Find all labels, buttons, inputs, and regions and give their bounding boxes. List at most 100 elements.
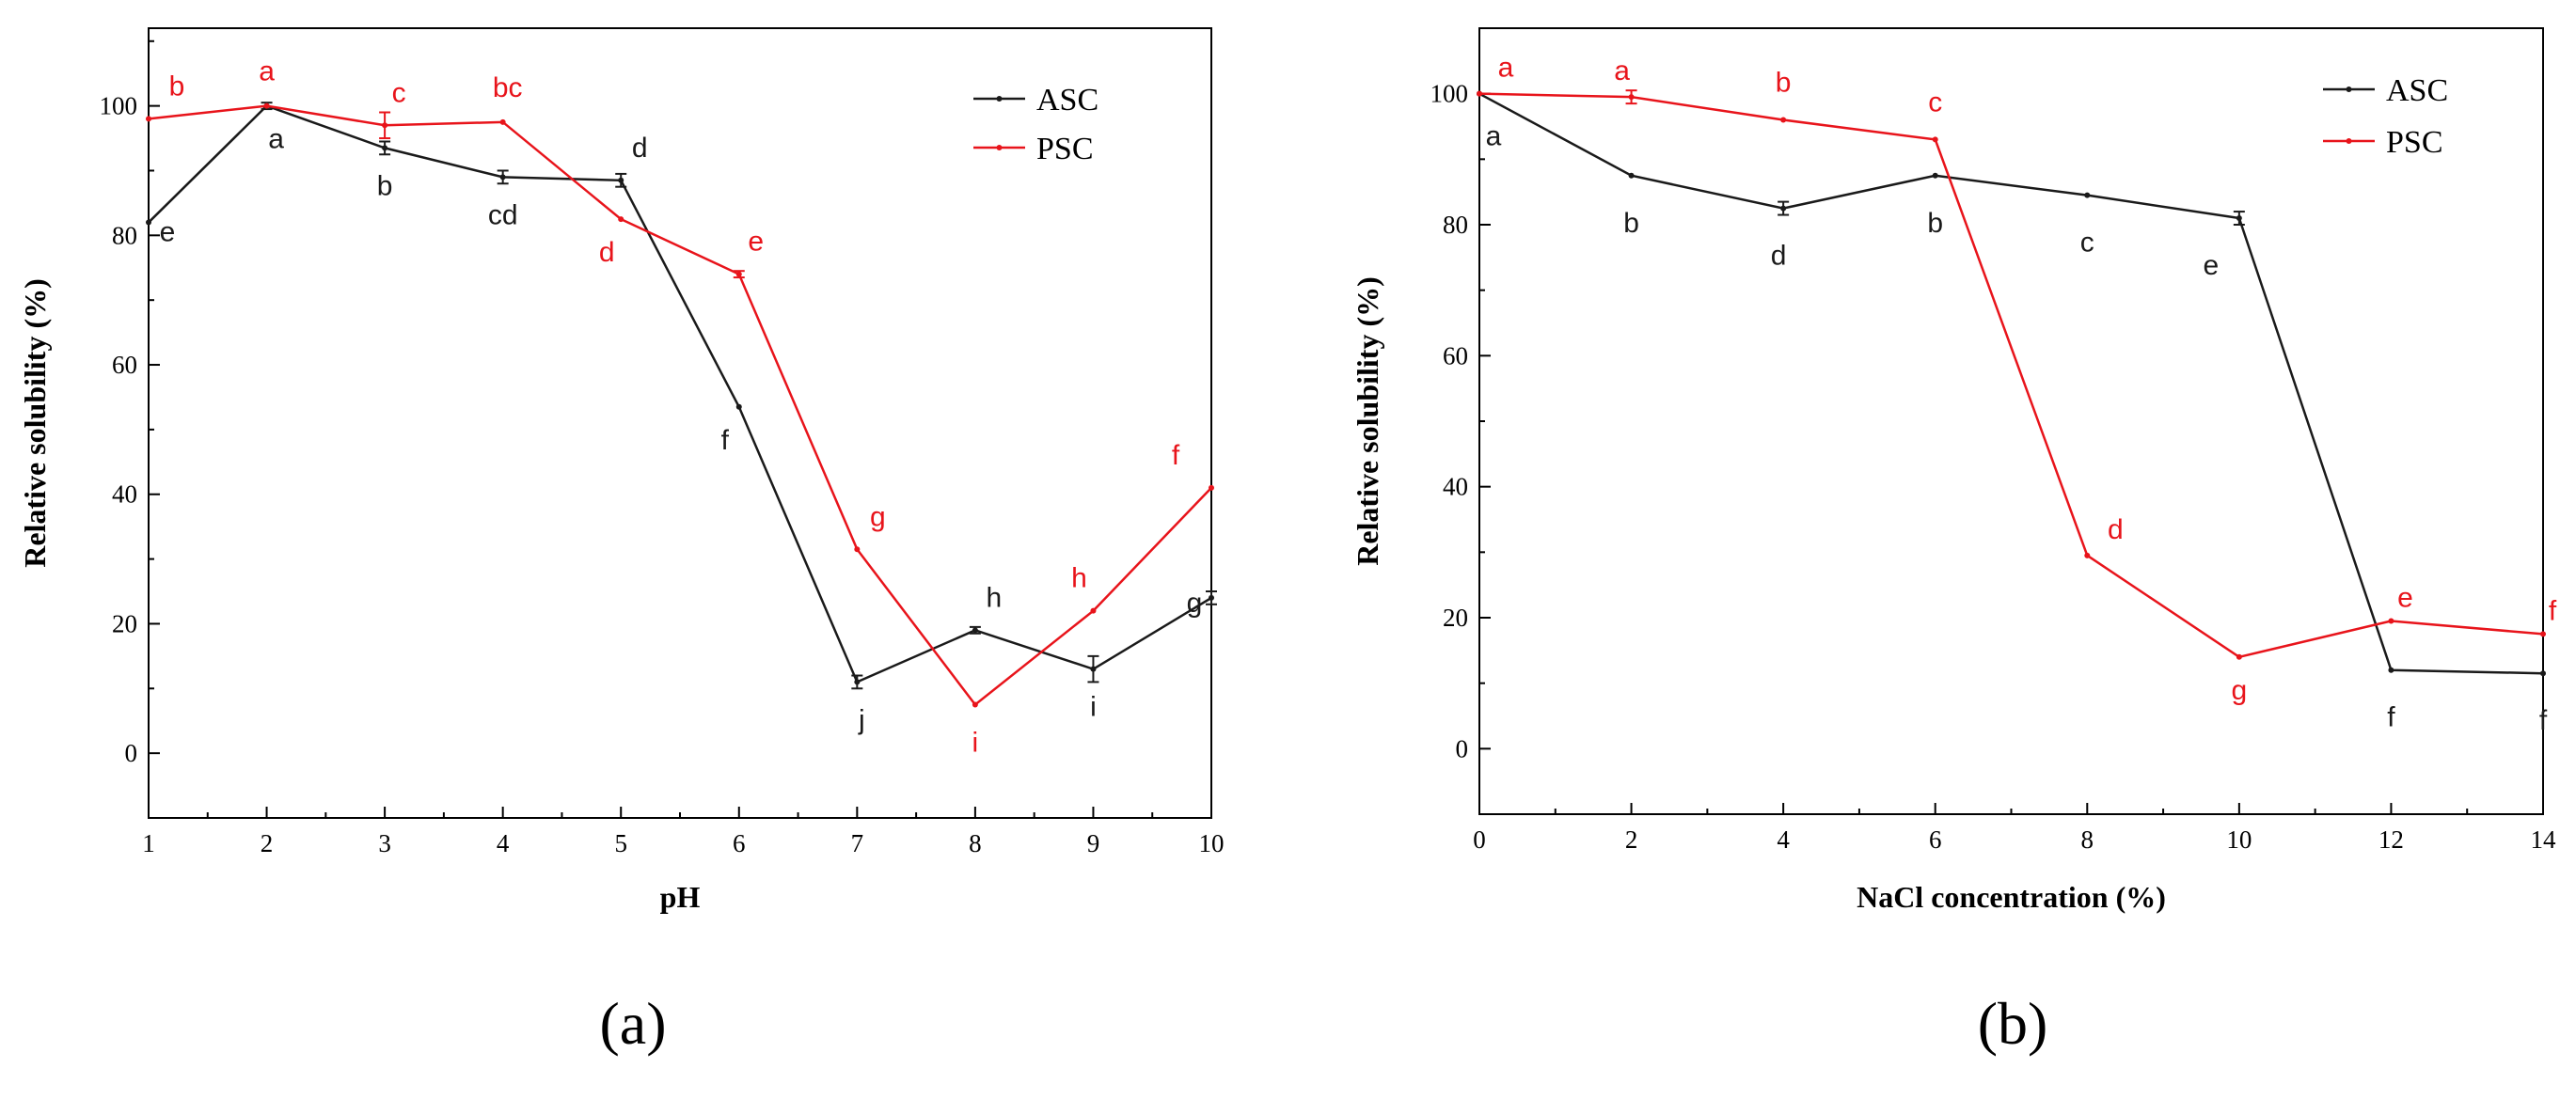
y-tick-label: 100 bbox=[100, 92, 138, 120]
significance-label: f bbox=[2387, 702, 2395, 733]
series-line-psc bbox=[1478, 92, 2544, 659]
significance-label: d bbox=[599, 237, 615, 268]
data-point-psc bbox=[1090, 607, 1097, 614]
significance-label: g bbox=[1187, 588, 1203, 619]
significance-label: f bbox=[2539, 705, 2548, 736]
x-tick-label: 3 bbox=[378, 829, 391, 857]
significance-label: e bbox=[2397, 582, 2413, 613]
significance-label: i bbox=[972, 728, 979, 759]
data-point-psc bbox=[2084, 552, 2091, 558]
data-point-asc bbox=[618, 177, 624, 183]
significance-label: a bbox=[1486, 121, 1502, 152]
legend-marker-psc bbox=[2346, 138, 2352, 144]
data-point-psc bbox=[382, 122, 388, 129]
legend-label-psc: PSC bbox=[2386, 125, 2443, 160]
significance-label: a bbox=[1614, 55, 1630, 86]
significance-label: d bbox=[2108, 514, 2124, 545]
data-point-asc bbox=[735, 403, 742, 410]
data-point-asc bbox=[2540, 670, 2546, 677]
significance-label: f bbox=[1172, 440, 1180, 471]
data-point-asc bbox=[1932, 172, 1938, 179]
data-point-asc bbox=[854, 679, 861, 685]
x-tick-label: 10 bbox=[1199, 829, 1225, 857]
y-tick-label: 40 bbox=[1443, 473, 1468, 501]
legend-label-asc: ASC bbox=[1036, 83, 1098, 118]
y-tick-label: 20 bbox=[1443, 604, 1468, 632]
data-point-asc bbox=[2084, 192, 2091, 198]
data-point-asc bbox=[382, 145, 388, 151]
data-point-psc bbox=[735, 271, 742, 277]
panel-label: (a) bbox=[599, 990, 666, 1057]
significance-label: h bbox=[987, 582, 1003, 613]
significance-label: c bbox=[2080, 228, 2094, 259]
y-axis-title: Relative solubility (%) bbox=[18, 278, 52, 568]
significance-label: i bbox=[1090, 692, 1097, 723]
significance-label: b bbox=[377, 170, 393, 201]
data-point-psc bbox=[2388, 618, 2394, 624]
legend-marker-psc bbox=[996, 145, 1003, 150]
data-point-psc bbox=[972, 701, 978, 708]
significance-label: g bbox=[2232, 675, 2248, 706]
significance-label: j bbox=[858, 704, 865, 735]
x-tick-label: 14 bbox=[2531, 825, 2557, 854]
significance-label: f bbox=[2549, 595, 2557, 626]
significance-label: e bbox=[160, 217, 176, 248]
data-point-asc bbox=[1090, 666, 1097, 672]
data-point-asc bbox=[972, 627, 978, 634]
data-point-psc bbox=[618, 216, 624, 223]
chart-panel-b: 0 2 4 6 8 10 12 14 0 20 40 60 80 100 NaCl concentratio… bbox=[1351, 27, 2557, 1057]
plot-frame bbox=[1478, 27, 2544, 815]
significance-label: d bbox=[1771, 241, 1787, 272]
significance-label: b bbox=[169, 71, 185, 102]
data-point-psc bbox=[146, 116, 151, 122]
significance-label: h bbox=[1071, 563, 1087, 594]
significance-label: d bbox=[632, 133, 648, 164]
data-point-psc bbox=[2540, 631, 2546, 637]
data-point-psc bbox=[2236, 653, 2242, 660]
x-axis-title: NaCl concentration (%) bbox=[1857, 880, 2166, 914]
x-tick-label: 7 bbox=[851, 829, 864, 857]
legend-label-psc: PSC bbox=[1036, 132, 1094, 166]
x-tick-label: 1 bbox=[142, 829, 155, 857]
x-axis-title: pH bbox=[660, 880, 701, 914]
significance-label: a bbox=[1498, 53, 1514, 84]
significance-label: c bbox=[392, 77, 406, 108]
data-point-psc bbox=[499, 118, 506, 125]
x-tick-label: 10 bbox=[2226, 825, 2252, 854]
series-line-psc bbox=[148, 104, 1212, 707]
y-tick-label: 20 bbox=[112, 609, 137, 637]
series-line-asc bbox=[148, 104, 1212, 684]
y-tick-label: 60 bbox=[112, 351, 137, 379]
significance-label: e bbox=[2204, 250, 2220, 281]
y-tick-label: 80 bbox=[112, 221, 137, 249]
significance-label: b bbox=[1623, 208, 1639, 239]
significance-label: c bbox=[1928, 86, 1942, 118]
significance-label: f bbox=[721, 425, 730, 456]
x-tick-label: 0 bbox=[1473, 825, 1486, 854]
data-point-asc bbox=[1209, 594, 1214, 601]
significance-label: e bbox=[748, 227, 764, 258]
x-tick-label: 2 bbox=[261, 829, 274, 857]
x-tick-label: 2 bbox=[1625, 825, 1638, 854]
data-point-asc bbox=[146, 219, 151, 226]
panel-label: (b) bbox=[1978, 990, 2048, 1057]
significance-label: a bbox=[259, 56, 275, 87]
x-tick-label: 5 bbox=[614, 829, 627, 857]
significance-label: g bbox=[870, 501, 886, 532]
data-point-psc bbox=[1209, 484, 1214, 491]
data-point-psc bbox=[854, 546, 861, 553]
significance-label: a bbox=[268, 124, 284, 155]
y-tick-label: 0 bbox=[125, 739, 138, 767]
data-point-psc bbox=[1628, 94, 1635, 101]
significance-label: b bbox=[1776, 68, 1792, 99]
data-point-asc bbox=[2236, 215, 2242, 222]
x-tick-label: 8 bbox=[969, 829, 982, 857]
data-point-psc bbox=[1932, 136, 1938, 143]
x-tick-label: 6 bbox=[733, 829, 746, 857]
y-tick-label: 100 bbox=[1430, 80, 1469, 108]
x-tick-label: 9 bbox=[1087, 829, 1100, 857]
legend-marker-asc bbox=[2346, 86, 2352, 92]
y-tick-label: 60 bbox=[1443, 341, 1468, 369]
